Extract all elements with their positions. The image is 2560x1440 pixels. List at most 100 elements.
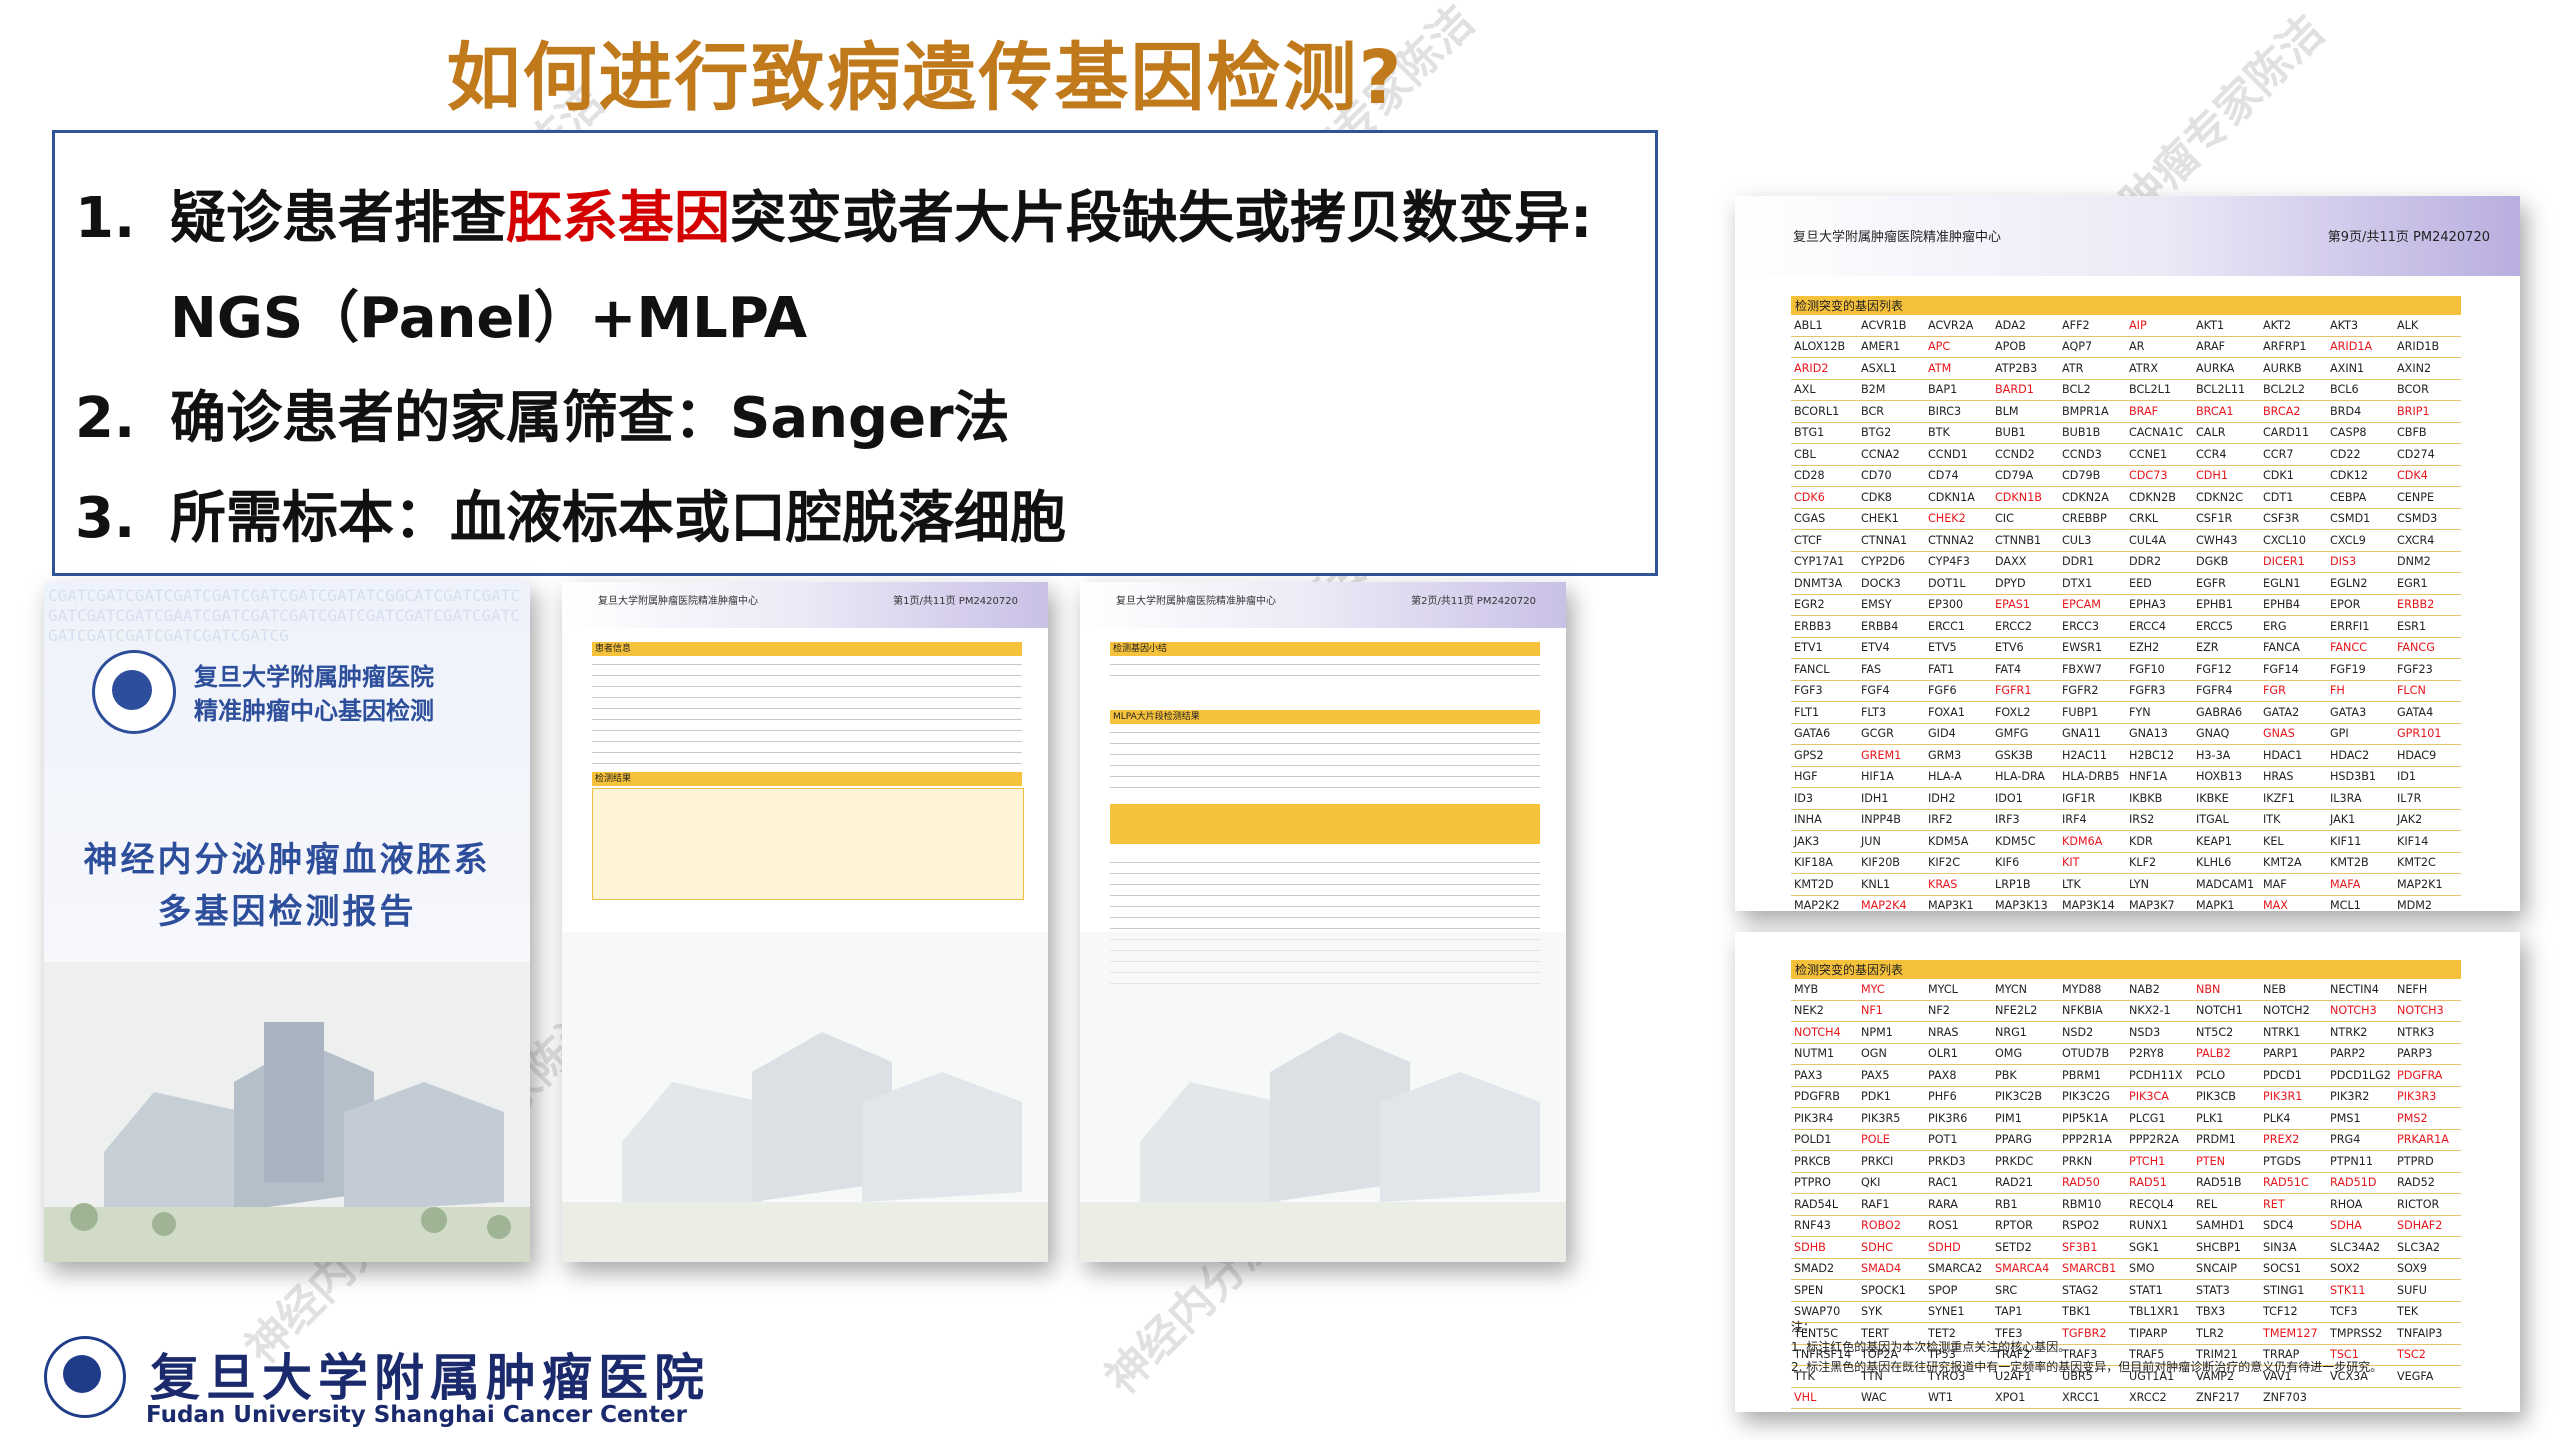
gene-cell: ERCC5 bbox=[2193, 615, 2260, 638]
gene-cell: DNM2 bbox=[2394, 551, 2461, 573]
gene-cell: FANCL bbox=[1791, 658, 1858, 681]
gene-cell: NTRK1 bbox=[2260, 1021, 2327, 1044]
gene-cell: OMG bbox=[1992, 1043, 2059, 1065]
gene-cell: PTCH1 bbox=[2126, 1150, 2193, 1173]
gene-cell: H3-3A bbox=[2193, 744, 2260, 767]
gene-cell: CXCL9 bbox=[2327, 529, 2394, 552]
gene-cell: RARA bbox=[1925, 1193, 1992, 1216]
gene-cell: B2M bbox=[1858, 379, 1925, 401]
table-row: ABL1 ACVR1B ACVR2A ADA2 AFF2 AIP AKT1 AKT2 AKT3 A… bbox=[1791, 315, 2461, 337]
gene-cell: NT5C2 bbox=[2193, 1021, 2260, 1044]
gene-cell: ATRX bbox=[2126, 357, 2193, 380]
gene-cell: RAC1 bbox=[1925, 1172, 1992, 1194]
gene-cell: SETD2 bbox=[1992, 1236, 2059, 1259]
gene-cell: BRAF bbox=[2126, 400, 2193, 423]
hospital-logo-icon bbox=[44, 1336, 126, 1418]
gene-cell: PBK bbox=[1992, 1064, 2059, 1087]
gene-cell: IL7R bbox=[2394, 787, 2461, 810]
gene-cell: CTNNB1 bbox=[1992, 529, 2059, 552]
gene-cell: NFKBIA bbox=[2059, 1000, 2126, 1022]
table-row: BCORL1 BCR BIRC3 BLM BMPR1A BRAF BRCA1 BRCA2 BRD… bbox=[1791, 400, 2461, 423]
gene-cell: PIK3CA bbox=[2126, 1086, 2193, 1108]
gene-cell: TRIM21 bbox=[2193, 1344, 2260, 1366]
gene-cell: ETV1 bbox=[1791, 637, 1858, 659]
table-row: TENT5C TERT TET2 TFE3 TGFBR2 TIPARP TLR2 TMEM12… bbox=[1791, 1322, 2461, 1345]
gene-cell: STAT3 bbox=[2193, 1279, 2260, 1302]
gene-cell: EP300 bbox=[1925, 594, 1992, 616]
gene-cell: NTRK3 bbox=[2394, 1021, 2461, 1044]
gene-cell: VAV1 bbox=[2260, 1365, 2327, 1388]
gene-cell: PTPRO bbox=[1791, 1172, 1858, 1194]
gene-cell: RSPO2 bbox=[2059, 1215, 2126, 1237]
cover-hospital-name: 复旦大学附属肿瘤医院 精准肿瘤中心基因检测 bbox=[194, 663, 434, 725]
gene-cell: FGF23 bbox=[2394, 658, 2461, 681]
gene-cell: TBX3 bbox=[2193, 1301, 2260, 1323]
gene-cell: BMPR1A bbox=[2059, 400, 2126, 423]
gene-cell: AXIN1 bbox=[2327, 357, 2394, 380]
gene-cell: CBL bbox=[1791, 443, 1858, 466]
gene-cell: EZH2 bbox=[2126, 637, 2193, 659]
gene-cell: NPM1 bbox=[1858, 1021, 1925, 1044]
gene-cell: LTK bbox=[2059, 873, 2126, 896]
gene-cell: CDK12 bbox=[2327, 465, 2394, 487]
gene-cell: CTNNA2 bbox=[1925, 529, 1992, 552]
gene-cell: SAMHD1 bbox=[2193, 1215, 2260, 1237]
gene-cell: SLC3A2 bbox=[2394, 1236, 2461, 1259]
gene-cell: DDR1 bbox=[2059, 551, 2126, 573]
gene-cell: EGLN2 bbox=[2327, 572, 2394, 595]
gene-cell: MDM2 bbox=[2394, 895, 2461, 911]
gene-cell: ARID1A bbox=[2327, 336, 2394, 358]
gene-cell: AXL bbox=[1791, 379, 1858, 401]
gene-cell: DOT1L bbox=[1925, 572, 1992, 595]
table-row: FGF3 FGF4 FGF6 FGFR1 FGFR2 FGFR3 FGFR4 FGR FH FLC… bbox=[1791, 680, 2461, 702]
gene-cell: EGLN1 bbox=[2260, 572, 2327, 595]
gene-cell: CD74 bbox=[1925, 465, 1992, 487]
gene-cell: PARP3 bbox=[2394, 1043, 2461, 1065]
table-row: DNMT3A DOCK3 DOT1L DPYD DTX1 EED EGFR EGLN1 EGLN… bbox=[1791, 572, 2461, 595]
gene-cell: CDKN1B bbox=[1992, 486, 2059, 509]
gene-cell: ERCC2 bbox=[1992, 615, 2059, 638]
table-row: ID3 IDH1 IDH2 IDO1 IGF1R IKBKB IKBKE IKZF1 IL3RA… bbox=[1791, 787, 2461, 810]
table-row: TNFRSF14 TOP2A TP53 TRAF2 TRAF3 TRAF5 TRIM21 TR… bbox=[1791, 1344, 2461, 1366]
gene-cell: IRF2 bbox=[1925, 809, 1992, 831]
gene-cell: JAK2 bbox=[2394, 809, 2461, 831]
gene-cell: XRCC1 bbox=[2059, 1387, 2126, 1409]
gene-cell: NF1 bbox=[1858, 1000, 1925, 1022]
gene-cell: CTCF bbox=[1791, 529, 1858, 552]
gene-cell: TNFRSF14 bbox=[1791, 1344, 1858, 1366]
gene-cell: IKZF1 bbox=[2260, 787, 2327, 810]
gene-cell: NFE2L2 bbox=[1992, 1000, 2059, 1022]
gene-cell: PRKCB bbox=[1791, 1150, 1858, 1173]
buildings-watermark-image bbox=[562, 932, 1048, 1262]
gene-cell: EZR bbox=[2193, 637, 2260, 659]
gene-list-page-2: 检测突变的基因列表 MYB MYC MYCL MYCN MYD88 NAB2 NBN NEB N… bbox=[1735, 932, 2520, 1412]
gene-cell: PRKN bbox=[2059, 1150, 2126, 1173]
gene-cell: FANCA bbox=[2260, 637, 2327, 659]
gene-cell: CDKN2B bbox=[2126, 486, 2193, 509]
gene-cell: IGF1R bbox=[2059, 787, 2126, 810]
gene-cell: TCF12 bbox=[2260, 1301, 2327, 1323]
gene-cell: PIK3R4 bbox=[1791, 1107, 1858, 1130]
section-bar: 检测基因小结 bbox=[1110, 642, 1540, 656]
gene-cell: NOTCH4 bbox=[1791, 1021, 1858, 1044]
gene-cell: PIK3R1 bbox=[2260, 1086, 2327, 1108]
gene-cell: SUFU bbox=[2394, 1279, 2461, 1302]
gene-cell: BCL2 bbox=[2059, 379, 2126, 401]
gene-cell: HLA-DRA bbox=[1992, 766, 2059, 788]
gene-cell: MAP3K1 bbox=[1925, 895, 1992, 911]
gene-cell: PIM1 bbox=[1992, 1107, 2059, 1130]
gene-cell: KDM5C bbox=[1992, 830, 2059, 853]
gene-cell: FAS bbox=[1858, 658, 1925, 681]
gene-table-title: 检测突变的基因列表 bbox=[1791, 960, 2461, 979]
gene-cell: VAMP2 bbox=[2193, 1365, 2260, 1388]
gene-cell: ERBB4 bbox=[1858, 615, 1925, 638]
gene-cell: TSC2 bbox=[2394, 1344, 2461, 1366]
gene-cell: NEFH bbox=[2394, 979, 2461, 1001]
gene-cell: FLT3 bbox=[1858, 701, 1925, 724]
gene-cell: PIK3R3 bbox=[2394, 1086, 2461, 1108]
gene-cell: APOB bbox=[1992, 336, 2059, 358]
page-header-left: 复旦大学附属肿瘤医院精准肿瘤中心 bbox=[1793, 230, 2002, 245]
gene-cell: JUN bbox=[1858, 830, 1925, 853]
gene-cell: MYC bbox=[1858, 979, 1925, 1001]
report-page-2: 复旦大学附属肿瘤医院精准肿瘤中心 第2页/共11页 PM2420720 检测基因… bbox=[1080, 582, 1566, 1262]
